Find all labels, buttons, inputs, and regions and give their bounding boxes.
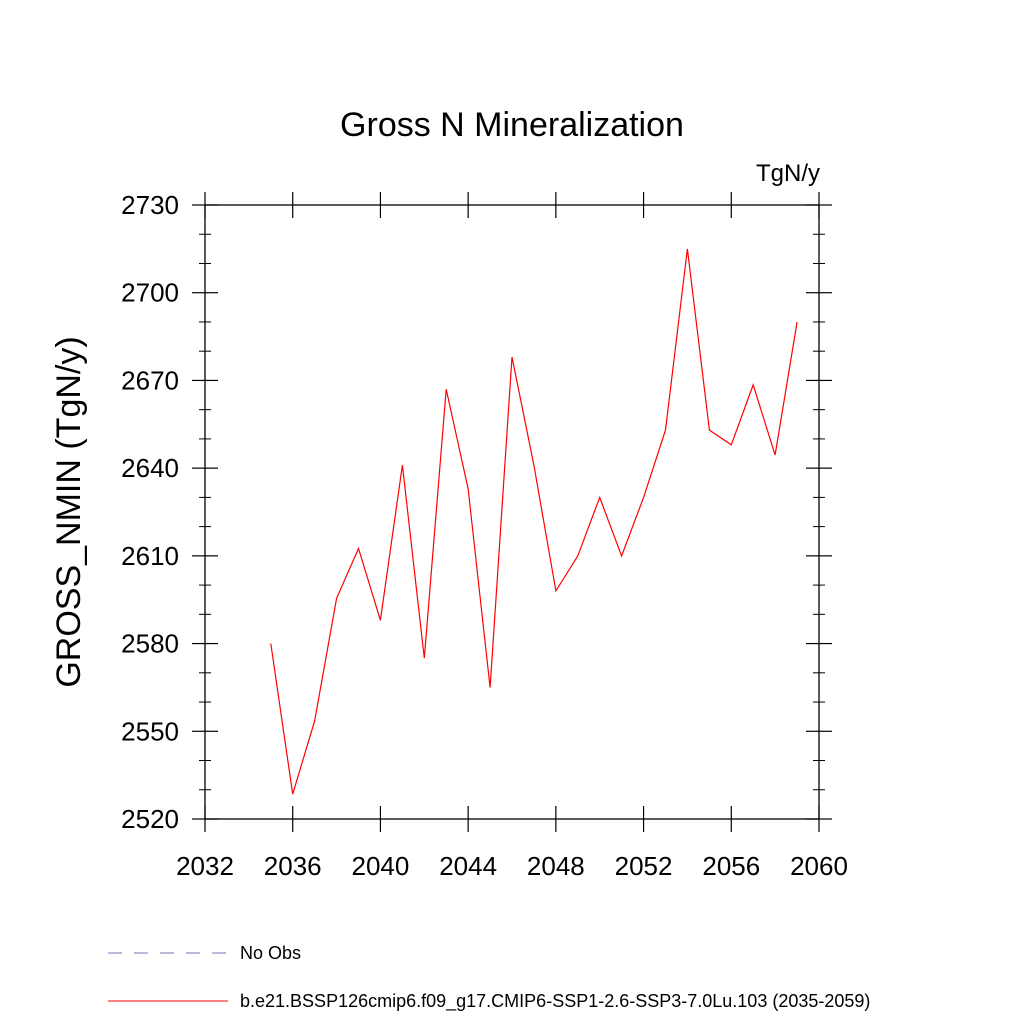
legend-label-model-run: b.e21.BSSP126cmip6.f09_g17.CMIP6-SSP1-2.… (240, 991, 870, 1012)
chart-title: Gross N Mineralization (340, 106, 684, 144)
y-tick-label: 2610 (121, 541, 179, 571)
y-axis-ticks: 2520 2550 2580 2610 2640 2670 2700 2730 (121, 190, 832, 834)
legend-label-no-obs: No Obs (240, 943, 301, 963)
y-tick-label: 2520 (121, 804, 179, 834)
x-tick-label: 2056 (702, 851, 760, 881)
y-tick-label: 2730 (121, 190, 179, 220)
legend-item-no-obs: No Obs (108, 943, 301, 963)
x-tick-label: 2048 (527, 851, 585, 881)
series-line-0 (270, 248, 798, 795)
y-axis-label: GROSS_NMIN (TgN/y) (50, 336, 88, 687)
x-tick-label: 2036 (264, 851, 322, 881)
y-tick-label: 2580 (121, 629, 179, 659)
legend-item-model-run: b.e21.BSSP126cmip6.f09_g17.CMIP6-SSP1-2.… (108, 991, 870, 1012)
plot-frame (204, 204, 820, 820)
x-axis-ticks: 2032 2036 2040 2044 2048 2052 2056 2060 (176, 192, 848, 881)
units-label: TgN/y (756, 160, 820, 187)
series-layer (270, 248, 798, 795)
legend: No Obs b.e21.BSSP126cmip6.f09_g17.CMIP6-… (108, 943, 870, 1012)
x-tick-label: 2060 (790, 851, 848, 881)
y-tick-label: 2670 (121, 365, 179, 395)
y-tick-label: 2700 (121, 278, 179, 308)
x-tick-label: 2032 (176, 851, 234, 881)
y-tick-label: 2640 (121, 453, 179, 483)
y-tick-label: 2550 (121, 716, 179, 746)
x-tick-label: 2052 (615, 851, 673, 881)
x-tick-label: 2044 (439, 851, 497, 881)
x-tick-label: 2040 (352, 851, 410, 881)
